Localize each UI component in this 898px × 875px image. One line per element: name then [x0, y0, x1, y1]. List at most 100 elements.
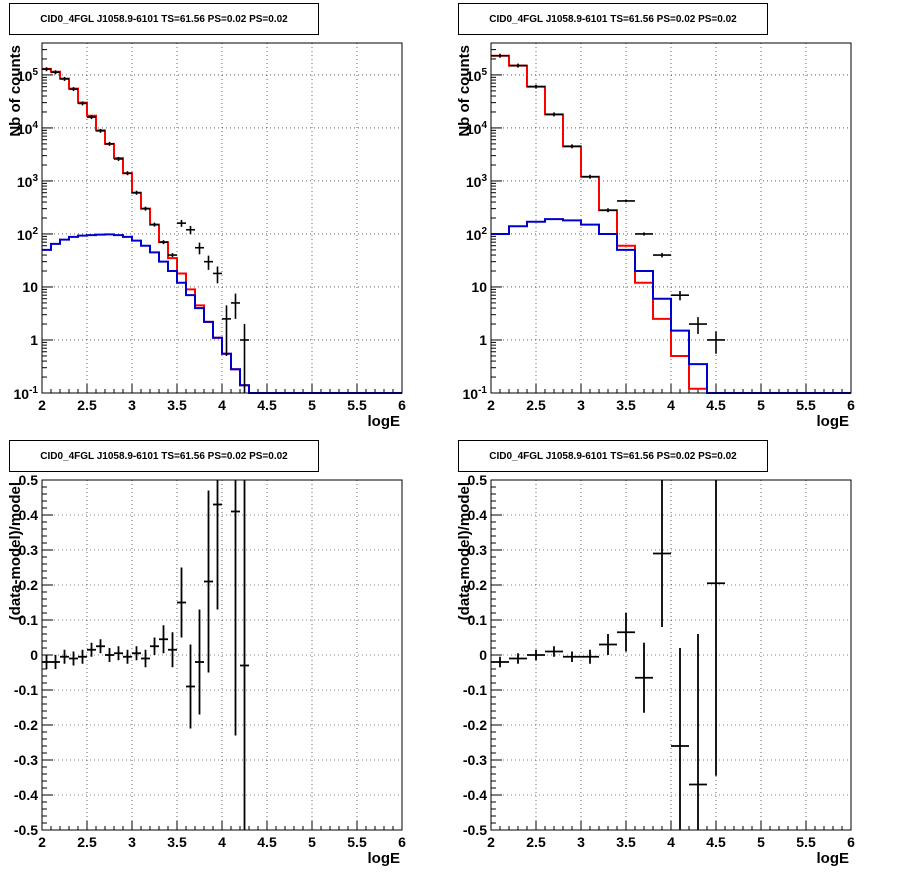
residual-point [114, 646, 123, 661]
residual-point [51, 655, 60, 669]
residual-point [96, 639, 105, 654]
data-point [707, 331, 725, 354]
x-tick-label: 4.5 [257, 834, 277, 850]
residual-point [689, 634, 707, 830]
residual-point [78, 649, 87, 664]
plot-pad-counts-fine: 2 2.5 3 3.5 4 4.5 5 5.5 6 10-1 1 10 102 103 104 105 logE… [0, 0, 449, 437]
data-point [653, 252, 671, 258]
x-tick-label: 2.5 [77, 834, 97, 850]
residual-point [195, 609, 204, 715]
residual-point [141, 649, 150, 668]
y-tick-label: -0.1 [14, 682, 38, 698]
y-tick-label: 10 [471, 279, 487, 295]
x-tick-label: 4 [667, 834, 675, 850]
y-tick-label: -0.4 [14, 787, 38, 803]
residual-point [617, 613, 635, 652]
residual-point [204, 490, 213, 673]
residual-point [177, 567, 186, 638]
x-tick-label: 4 [218, 834, 226, 850]
x-tick-label: 3 [128, 397, 136, 413]
x-tick-label: 2 [487, 834, 495, 850]
residual-point [159, 625, 168, 654]
data-point [42, 67, 51, 72]
plot-pad-residuals-coarse: 2 2.5 3 3.5 4 4.5 5 5.5 6 -0.5 -0.4 -0.3 -0.2 -0.1 0 0.… [449, 437, 898, 875]
y-tick-label: 1 [479, 332, 487, 348]
residual-point [123, 649, 132, 664]
y-tick-label: 0.3 [19, 542, 39, 558]
data-point [491, 53, 509, 58]
plot-pad-counts-coarse: 2 2.5 3 3.5 4 4.5 5 5.5 6 10-1 1 10 102 103 104 105 logE… [449, 0, 898, 437]
x-axis-label: logE [368, 850, 401, 867]
plot-frame [41, 479, 403, 831]
y-tick-label: -0.3 [14, 752, 38, 768]
plot-pad-residuals-fine: 2 2.5 3 3.5 4 4.5 5 5.5 6 -0.5 -0.4 -0.3 -0.2 -0.1 0 0.… [0, 437, 449, 875]
data-point [105, 141, 114, 146]
residual-point [105, 648, 114, 662]
x-tick-label: 4 [218, 397, 226, 413]
x-tick-label: 6 [847, 397, 855, 413]
data-point [159, 240, 168, 245]
data-point [186, 225, 195, 235]
data-point [69, 87, 78, 92]
residual-point [213, 480, 222, 610]
x-tick-label: 4.5 [257, 397, 277, 413]
x-tick-label: 5.5 [347, 834, 367, 850]
residual-point [707, 480, 725, 776]
y-tick-label: 105 [466, 67, 488, 84]
y-tick-label: 0.5 [19, 472, 39, 488]
data-point [617, 199, 635, 203]
data-point [240, 324, 249, 393]
chart-title: CID0_4FGL J1058.9-6101 TS=61.56 PS=0.02 … [458, 440, 768, 472]
x-tick-label: 3.5 [616, 397, 636, 413]
residual-point [132, 646, 141, 661]
x-tick-label: 5 [757, 834, 765, 850]
x-tick-label: 4 [667, 397, 675, 413]
x-tick-label: 5 [757, 397, 765, 413]
residual-point [186, 644, 195, 729]
source-model-histogram [491, 218, 851, 394]
data-point [78, 101, 87, 106]
x-tick-label: 4.5 [706, 834, 726, 850]
data-point [132, 190, 141, 195]
y-tick-label: 10 [22, 279, 38, 295]
plot-frame [490, 479, 852, 831]
y-tick-label: 1 [30, 332, 38, 348]
plot-frame [490, 42, 852, 394]
residual-point [653, 480, 671, 627]
total-model-histogram [491, 54, 851, 394]
x-axis-label: logE [817, 850, 850, 867]
y-tick-label: 103 [466, 173, 488, 190]
y-tick-label: 102 [466, 226, 488, 243]
y-tick-label: -0.5 [463, 822, 487, 838]
y-tick-label: 0.2 [468, 577, 488, 593]
y-axis-label: Nb of counts [456, 45, 473, 137]
data-point [141, 206, 150, 211]
data-point [87, 115, 96, 120]
x-tick-label: 2 [487, 397, 495, 413]
data-point [222, 305, 231, 356]
x-tick-label: 3 [128, 834, 136, 850]
data-point [114, 156, 123, 161]
y-tick-label: 0.4 [468, 507, 488, 523]
y-tick-label: 0.1 [19, 612, 39, 628]
chart-title: CID0_4FGL J1058.9-6101 TS=61.56 PS=0.02 … [9, 440, 319, 472]
data-point [213, 266, 222, 284]
x-tick-label: 4.5 [706, 397, 726, 413]
data-point [60, 76, 69, 81]
residual-point [581, 649, 599, 664]
data-point [96, 128, 105, 133]
y-tick-label: -0.1 [463, 682, 487, 698]
data-point [635, 232, 653, 236]
y-tick-label: 104 [17, 120, 39, 137]
y-tick-label: 10-1 [14, 385, 39, 402]
data-point [509, 63, 527, 68]
data-point [671, 290, 689, 301]
y-tick-label: -0.2 [463, 717, 487, 733]
x-tick-label: 6 [398, 834, 406, 850]
y-tick-label: 103 [17, 173, 39, 190]
residual-point [60, 649, 69, 664]
residual-point [168, 632, 177, 668]
x-tick-label: 5.5 [347, 397, 367, 413]
residual-point [491, 656, 509, 668]
source-model-histogram [42, 233, 402, 394]
